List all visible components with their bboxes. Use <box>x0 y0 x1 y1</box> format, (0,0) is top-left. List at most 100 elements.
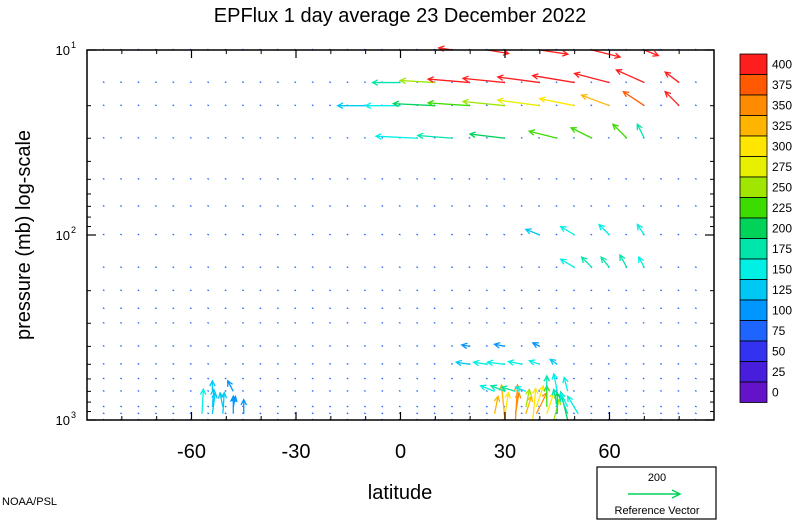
vector-dot <box>224 321 227 324</box>
vector-dot <box>555 233 558 236</box>
vector-dot <box>329 405 332 408</box>
colorbar-swatch <box>739 279 768 301</box>
colorbar-swatch <box>739 238 768 260</box>
vector-dot <box>311 136 314 139</box>
vector-dot <box>468 412 471 415</box>
vector-dot <box>311 321 314 324</box>
vector-dot <box>450 377 454 380</box>
vector-dot <box>433 205 436 207</box>
vector-dot <box>294 321 297 324</box>
vector-dot <box>189 289 192 292</box>
vector-dot <box>207 412 210 415</box>
reference-vector-value: 200 <box>648 472 666 484</box>
vector-dot <box>381 307 384 310</box>
vector-dot <box>381 289 384 292</box>
vector-dot <box>120 177 123 180</box>
vector-arrow <box>539 49 570 57</box>
vector-dot <box>276 321 279 324</box>
vector-dot <box>555 205 558 207</box>
vector-dot <box>346 266 349 269</box>
vector-arrow <box>504 391 511 414</box>
vector-dot <box>642 289 645 292</box>
vector-dot <box>485 405 488 408</box>
vector-dot <box>659 81 663 84</box>
vector-dot <box>659 345 663 347</box>
colorbar-swatch <box>739 115 768 137</box>
vector-dot <box>416 405 419 408</box>
vector-dot <box>363 307 366 310</box>
vector-dot <box>381 390 384 392</box>
vector-arrow <box>535 384 545 408</box>
vector-dot <box>189 104 192 107</box>
vector-dot <box>694 412 697 415</box>
vector-dot <box>276 104 279 107</box>
vector-dot <box>398 233 401 236</box>
vector-dot <box>381 136 384 139</box>
vector-dot <box>572 289 575 292</box>
vector-dot <box>120 266 123 269</box>
vector-dot <box>102 136 105 139</box>
vector-dot <box>398 307 401 310</box>
vector-dot <box>120 205 123 207</box>
vector-dot <box>398 205 401 207</box>
vector-dot <box>120 321 123 324</box>
vector-dot <box>311 345 314 347</box>
vector-dot <box>207 81 210 84</box>
vector-dot <box>381 321 384 324</box>
vector-dot <box>189 177 192 180</box>
vector-arrow <box>493 394 501 414</box>
vector-dot <box>346 233 349 236</box>
vector-dot <box>520 104 523 107</box>
vector-arrow <box>551 388 558 408</box>
vector-arrow <box>514 391 522 414</box>
colorbar-label: 75 <box>772 324 786 338</box>
vector-dot <box>346 289 349 292</box>
vector-dot <box>137 104 140 107</box>
vector-arrow <box>398 77 436 85</box>
vector-dot <box>398 177 401 180</box>
vector-dot <box>503 307 506 310</box>
vector-dot <box>694 377 697 380</box>
vector-dot <box>538 266 541 269</box>
vector-dot <box>207 289 210 292</box>
vector-dot <box>102 104 105 107</box>
vector-dot <box>381 177 384 180</box>
vector-dot <box>259 104 262 107</box>
vector-dot <box>120 405 123 408</box>
vector-dot <box>154 104 157 107</box>
vector-dot <box>642 307 645 310</box>
vector-dot <box>346 81 349 84</box>
colorbar-swatch <box>739 53 768 75</box>
vector-dot <box>276 81 279 84</box>
vector-dot <box>642 345 645 347</box>
vector-dot <box>137 377 140 380</box>
vector-dot <box>207 405 210 408</box>
vector-dot <box>224 289 227 292</box>
vector-dot <box>538 307 541 310</box>
vector-arrow <box>209 379 216 392</box>
x-tick-label: -30 <box>282 441 311 463</box>
vector-dot <box>642 390 645 392</box>
vector-dot <box>642 177 645 180</box>
vector-dot <box>642 377 645 380</box>
vector-dot <box>520 177 523 180</box>
vector-dot <box>102 362 105 365</box>
vector-dot <box>172 81 175 84</box>
vector-dot <box>677 362 680 365</box>
vector-dot <box>450 321 454 324</box>
vector-dot <box>572 345 575 347</box>
vector-dot <box>433 233 436 236</box>
vector-dot <box>137 405 140 408</box>
vector-arrow <box>525 394 534 414</box>
vector-dot <box>276 377 279 380</box>
colorbar-swatch <box>739 258 768 280</box>
vector-dot <box>137 307 140 310</box>
vector-dot <box>207 390 210 392</box>
vector-dot <box>172 377 175 380</box>
vector-dot <box>154 321 157 324</box>
y-tick-exponent: 1 <box>71 40 76 50</box>
vector-dot <box>259 362 262 365</box>
vector-dot <box>311 205 314 207</box>
vector-dot <box>189 136 192 139</box>
vector-arrow <box>461 75 506 84</box>
